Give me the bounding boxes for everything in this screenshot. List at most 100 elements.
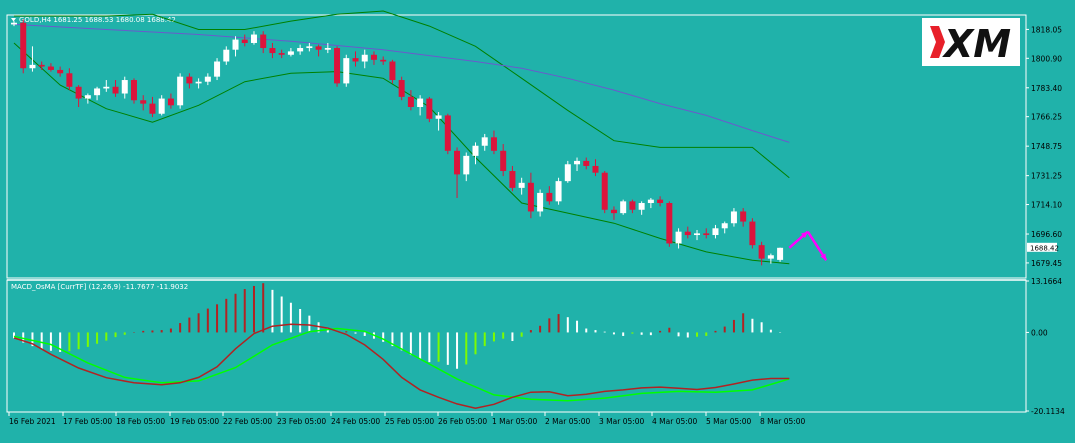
macd-panel[interactable]: MACD_OsMA [CurrTF] (12,26,9) -11.7677 -1…	[6, 277, 1065, 416]
candle	[518, 177, 525, 195]
candle-body	[675, 231, 682, 244]
candle	[564, 160, 571, 183]
candle-body	[250, 34, 257, 43]
macd-tick-label: -20.1134	[1031, 407, 1065, 416]
candle-body	[555, 181, 562, 202]
candle-body	[620, 201, 627, 214]
candle	[158, 95, 165, 116]
candle	[130, 78, 137, 104]
candle	[407, 90, 414, 111]
candle-body	[610, 209, 617, 214]
price-panel[interactable]: GOLD,H4 1681.25 1688.53 1680.08 1688.42 …	[6, 10, 1062, 279]
candle-body	[315, 46, 322, 50]
candle	[370, 51, 377, 65]
candle-body	[380, 59, 387, 62]
candle-body	[57, 69, 64, 74]
candle-body	[564, 164, 571, 182]
candle	[555, 177, 562, 205]
price-axis-ticks: 1818.05 1800.90 1783.40 1766.25 1748.75 1731.…	[1026, 25, 1062, 268]
candle	[481, 133, 488, 151]
candle-body	[38, 64, 45, 67]
candle	[454, 147, 461, 198]
candle-body	[167, 98, 174, 106]
time-tick-label: 25 Feb 05:00	[385, 417, 434, 426]
candle-body	[269, 48, 276, 54]
candle	[638, 201, 645, 215]
candle	[29, 46, 36, 72]
candle	[398, 76, 405, 101]
time-tick-label: 4 Mar 05:00	[652, 417, 698, 426]
candle-body	[721, 223, 728, 229]
candle-body	[186, 76, 193, 84]
candle-body	[75, 86, 82, 99]
candle	[583, 157, 590, 170]
price-tick-label: 1714.10	[1031, 201, 1062, 210]
candle	[306, 42, 313, 52]
candle-body	[694, 233, 701, 236]
candle	[343, 54, 350, 87]
candlesticks	[11, 19, 784, 266]
candle-body	[463, 155, 470, 175]
candle	[269, 42, 276, 59]
candle	[177, 73, 184, 109]
candle	[758, 241, 765, 266]
candle-body	[94, 88, 101, 96]
candle-body	[500, 150, 507, 172]
moving-average	[13, 23, 790, 143]
candle	[435, 112, 442, 131]
candle-body	[324, 48, 331, 50]
candle	[546, 186, 553, 205]
candle	[730, 208, 737, 227]
candle-body	[84, 95, 91, 99]
macd-axis-ticks: 13.1664 0.00 -20.1134	[1026, 277, 1065, 416]
candle	[767, 253, 774, 264]
candle-body	[278, 53, 285, 55]
time-tick-label: 1 Mar 05:00	[492, 417, 538, 426]
candle	[186, 73, 193, 89]
candle-body	[472, 145, 479, 156]
candle-body	[509, 171, 516, 188]
candle	[297, 44, 304, 55]
candle	[740, 208, 747, 227]
candle	[426, 96, 433, 123]
candle	[195, 78, 202, 89]
candle-body	[444, 115, 451, 151]
candle	[260, 31, 267, 54]
candle-body	[29, 64, 36, 69]
candle	[66, 68, 73, 91]
candle	[777, 247, 784, 262]
candle	[84, 93, 91, 104]
candle	[214, 58, 221, 81]
candle	[250, 31, 257, 45]
candle-body	[20, 22, 27, 69]
macd-tick-label: 13.1664	[1031, 277, 1062, 286]
candle-body	[121, 80, 128, 94]
price-tick-label: 1766.25	[1031, 113, 1062, 122]
candle-body	[103, 86, 110, 89]
candle	[278, 49, 285, 59]
candle-body	[149, 103, 156, 114]
candle-body	[601, 172, 608, 210]
candle	[103, 80, 110, 92]
candle-body	[749, 221, 756, 246]
candle-body	[306, 46, 313, 49]
logo-text: XM	[942, 22, 1011, 66]
candle	[657, 196, 664, 207]
candle-body	[398, 80, 405, 97]
collapse-triangle-icon[interactable]	[11, 18, 16, 22]
candle	[361, 49, 368, 69]
candle	[223, 46, 230, 65]
time-tick-label: 16 Feb 2021	[9, 417, 56, 426]
candle	[324, 42, 331, 54]
price-tick-label: 1783.40	[1031, 84, 1062, 93]
candle-body	[389, 61, 396, 81]
forecast-arrows	[788, 230, 828, 261]
price-panel-title: GOLD,H4 1681.25 1688.53 1680.08 1688.42	[19, 16, 176, 24]
candle-body	[112, 86, 119, 94]
candle	[121, 76, 128, 99]
candle	[610, 206, 617, 220]
candle	[684, 226, 691, 239]
candle	[380, 56, 387, 65]
